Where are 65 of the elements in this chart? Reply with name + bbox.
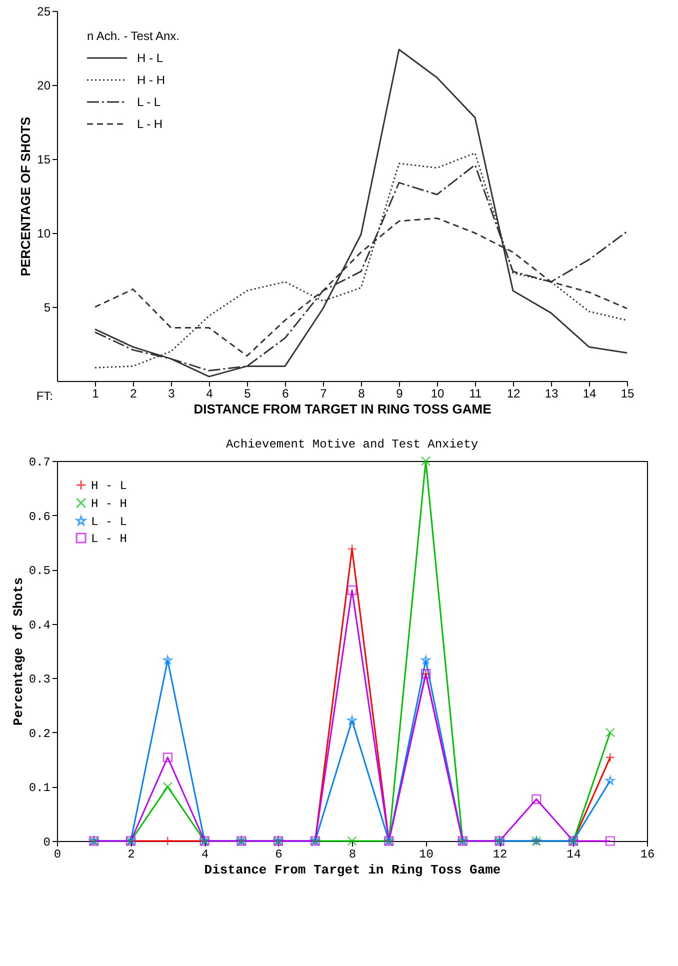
legend-label: L - L: [91, 515, 128, 529]
y-tick-label: 25: [37, 4, 51, 18]
y-tick-label: 0: [43, 836, 50, 850]
point: [421, 655, 430, 664]
point: [347, 716, 357, 724]
x-tick-label: 16: [640, 848, 655, 862]
legend-label: L - H: [137, 117, 163, 131]
x-tick-label: 10: [430, 386, 444, 400]
point: [347, 585, 357, 595]
y-tick-label: 0.6: [28, 510, 50, 524]
x-tick-label: 12: [492, 848, 508, 862]
x-tick-label: 3: [168, 386, 176, 400]
x-tick-label: 1: [92, 386, 100, 400]
x-tick-label: 9: [396, 386, 404, 400]
x-tick-label: 14: [582, 386, 596, 400]
y-tick-label: 10: [37, 226, 51, 240]
line-series: [94, 48, 628, 378]
point: [532, 794, 542, 804]
x-axis-title: Distance From Target in Ring Toss Game: [204, 862, 501, 878]
x-tick-label: 11: [469, 386, 482, 400]
y-tick-label: 20: [37, 78, 51, 92]
x-axis-title: DISTANCE FROM TARGET IN RING TOSS GAME: [194, 402, 492, 416]
point: [420, 456, 431, 466]
point: [605, 836, 615, 846]
y-axis-title: Percentage of Shots: [10, 577, 26, 726]
x-tick-label: 6: [275, 848, 282, 862]
y-tick-label: 0.4: [28, 618, 50, 632]
legend-label: L - L: [137, 95, 161, 109]
point: [162, 752, 172, 762]
point: [347, 836, 357, 846]
legend-title: n Ach. - Test Anx.: [87, 29, 180, 43]
x-tick-label: 10: [419, 848, 434, 862]
legend-label: H - L: [91, 479, 128, 493]
x-tick-label: 4: [201, 848, 209, 862]
x-tick-label: 13: [544, 386, 558, 400]
x-tick-label: 14: [566, 848, 581, 862]
text: FT:: [36, 389, 53, 403]
x-tick-label: 2: [128, 848, 135, 862]
x-tick-label: 2: [130, 386, 138, 400]
x-tick-label: 0: [54, 848, 62, 862]
legend-label: H - H: [137, 73, 165, 87]
y-tick-label: 0.7: [28, 456, 50, 470]
y-tick-label: 0.3: [28, 672, 50, 687]
legend-label: H - H: [91, 497, 128, 511]
point: [605, 752, 615, 762]
point: [162, 836, 172, 846]
y-tick-label: 0.5: [28, 564, 50, 578]
x-tick-label: 7: [320, 386, 328, 400]
x-tick-label: 4: [206, 386, 214, 400]
y-tick-label: 0.2: [28, 726, 50, 741]
y-tick-label: 15: [37, 152, 51, 166]
x-tick-label: 8: [358, 386, 366, 400]
x-tick-label: 6: [282, 386, 290, 400]
legend-label: L - H: [91, 532, 128, 546]
point: [605, 728, 615, 738]
y-tick-label: 0.1: [28, 781, 50, 796]
chart-title: Achievement Motive and Test Anxiety: [226, 437, 478, 452]
x-tick-label: 5: [244, 386, 252, 400]
y-axis-title: PERCENTAGE OF SHOTS: [18, 116, 34, 276]
x-tick-label: 12: [506, 386, 520, 400]
y-tick-label: 5: [44, 300, 51, 314]
point: [162, 782, 172, 792]
x-tick-label: 15: [620, 386, 634, 400]
legend-label: H - L: [137, 51, 164, 65]
x-tick-label: 8: [348, 848, 356, 862]
